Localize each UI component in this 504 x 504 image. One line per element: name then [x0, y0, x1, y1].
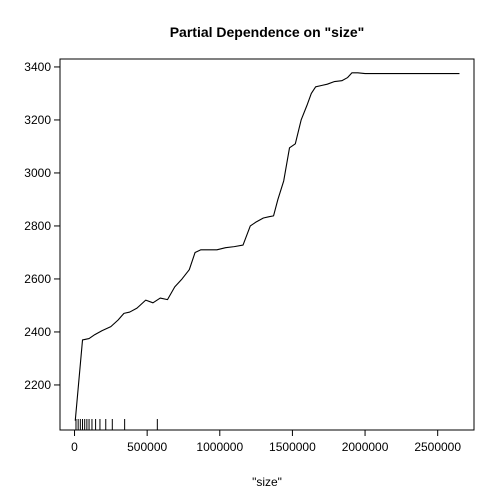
partial-dependence-line	[75, 73, 459, 421]
x-axis: 0 500000 1000000 1500000 2000000 2500000	[71, 430, 461, 454]
x-tick-label: 500000	[127, 440, 167, 454]
rug-marks	[76, 419, 157, 430]
x-tick-label: 1000000	[196, 440, 243, 454]
y-tick-label: 3200	[24, 113, 51, 127]
y-tick-label: 2800	[24, 219, 51, 233]
x-tick-label: 1500000	[269, 440, 316, 454]
y-tick-label: 3000	[24, 166, 51, 180]
y-tick-label: 2600	[24, 272, 51, 286]
y-axis: 2200 2400 2600 2800 3000 3200 3400	[24, 60, 60, 392]
x-tick-label: 0	[71, 440, 78, 454]
x-axis-label: "size"	[252, 475, 282, 489]
x-tick-label: 2500000	[414, 440, 461, 454]
x-tick-label: 2000000	[342, 440, 389, 454]
chart-title: Partial Dependence on "size"	[170, 24, 365, 40]
y-tick-label: 2200	[24, 378, 51, 392]
plot-frame	[60, 59, 474, 430]
y-tick-label: 3400	[24, 60, 51, 74]
y-tick-label: 2400	[24, 325, 51, 339]
